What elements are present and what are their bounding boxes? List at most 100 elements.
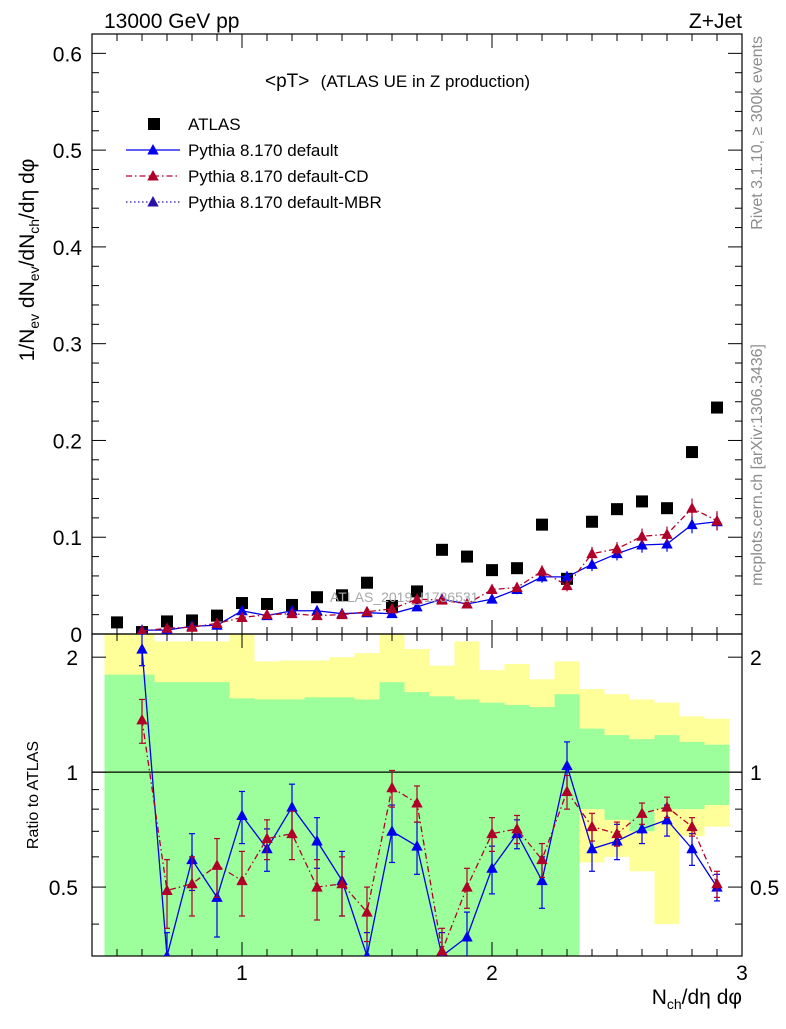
ratio-pythia-8-170-default-cd-data-point	[711, 877, 723, 889]
pythia-8-170-default-cd-data-point	[636, 530, 648, 541]
ratio-y-axis-label: Ratio to ATLAS	[25, 741, 42, 849]
pythia-8-170-default-cd-data-point	[161, 622, 173, 633]
pythia-8-170-default-cd-data-point	[461, 598, 473, 609]
ratio-pythia-8-170-default-cd-data-point	[436, 945, 448, 956]
atlas-data-point	[711, 401, 723, 414]
rivet-side-label: Rivet 3.1.10, ≥ 300k events	[749, 36, 766, 230]
atlas-data-point	[261, 598, 273, 610]
atlas-data-point	[111, 616, 123, 629]
ratio-pythia-8-170-default-data-point	[236, 809, 248, 820]
atlas-data-point	[311, 591, 323, 604]
legend-pythia-8-170-default-marker	[147, 144, 159, 155]
ratio-pythia-8-170-default-data-point	[686, 842, 698, 854]
ratio-band-stat-bin	[104, 674, 130, 956]
pythia-8-170-default-data-point	[686, 518, 698, 530]
ratio-y-tick-label-right: 2	[750, 647, 762, 670]
ratio-y-tick-label-right: 0.5	[750, 877, 779, 900]
atlas-data-point	[236, 597, 248, 610]
x-tick-label: 1	[236, 962, 248, 985]
main-y-tick-label: 0.4	[53, 237, 83, 260]
header-right-title: Z+Jet	[689, 10, 742, 33]
main-y-tick-label: 0	[70, 624, 82, 647]
pythia-8-170-default-data-point	[661, 538, 673, 549]
pythia-8-170-default-data-point	[486, 593, 498, 604]
atlas-data-point	[461, 550, 473, 563]
ratio-pythia-8-170-default-cd-data-point	[361, 906, 373, 917]
legend-atlas-label: ATLAS	[188, 115, 241, 134]
ratio-pythia-8-170-default-cd-data-point	[586, 820, 598, 832]
ratio-pythia-8-170-default-data-point	[486, 862, 498, 873]
pythia-8-170-default-cd-data-point	[311, 609, 323, 621]
pythia-8-170-default-cd-data-point	[611, 542, 623, 554]
main-y-axis-label: 1/Nev dNev/dNch/dη dφ	[16, 159, 42, 362]
ratio-band-stat-bin	[554, 694, 580, 956]
main-y-tick-label: 0.2	[53, 430, 82, 453]
pythia-8-170-default-cd-data-point	[411, 593, 423, 604]
ratio-band-stat-bin	[529, 707, 555, 956]
main-y-tick-label: 0.3	[53, 334, 82, 357]
ratio-y-tick-label: 2	[66, 647, 78, 670]
ratio-pythia-8-170-default-data-point	[163, 950, 171, 956]
ratio-pythia-8-170-default-cd-data-point	[636, 807, 648, 818]
ratio-pythia-8-170-default-cd-data-point	[261, 832, 273, 844]
mcplots-side-label: mcplots.cern.ch [arXiv:1306.3436]	[749, 344, 766, 586]
pythia-8-170-default-cd-data-point	[686, 502, 698, 513]
atlas-data-point	[586, 515, 598, 528]
x-tick-label: 3	[736, 962, 748, 985]
watermark-text: ATLAS_2019_I1736531	[330, 589, 479, 605]
ratio-pythia-8-170-default-cd-data-point	[536, 853, 548, 865]
pythia-8-170-default-data-point	[561, 570, 573, 582]
ratio-pythia-8-170-default-data-point	[636, 822, 648, 834]
atlas-data-point	[211, 609, 223, 622]
pythia-8-170-default-cd-line	[141, 507, 718, 632]
ratio-pythia-8-170-default-cd-data-point	[286, 827, 298, 839]
pythia-8-170-default-cd-data-point	[137, 625, 147, 634]
pythia-8-170-default-data-point	[236, 604, 248, 616]
pythia-8-170-default-cd-data-point	[336, 608, 348, 620]
ratio-pythia-8-170-default-cd-data-point	[311, 881, 323, 892]
ratio-pythia-8-170-default-cd-data-point	[186, 877, 198, 889]
plot-title: <pT> (ATLAS UE in Z production)	[265, 71, 530, 92]
ratio-pythia-8-170-default-cd-data-point	[136, 713, 148, 725]
ratio-pythia-8-170-default-data-point	[586, 842, 598, 854]
atlas-data-point	[161, 615, 173, 628]
main-series	[111, 401, 723, 634]
ratio-pythia-8-170-default-cd-data-point	[686, 820, 698, 832]
pythia-8-170-default-data-point	[411, 600, 423, 612]
pythia-8-170-default-cd-data-point	[386, 602, 398, 614]
pythia-8-170-default-cd-data-point	[261, 608, 273, 620]
atlas-data-point	[536, 518, 548, 531]
main-y-tick-label: 0.5	[53, 140, 82, 163]
legend-atlas-marker	[148, 118, 160, 130]
legend-pythia-8-170-default-mbr-label: Pythia 8.170 default-MBR	[188, 193, 382, 212]
ratio-pythia-8-170-default-data-point	[136, 643, 148, 654]
atlas-data-point	[686, 446, 698, 459]
ratio-band-stat-bin	[679, 741, 705, 810]
ratio-pythia-8-170-default-cd-data-point	[611, 827, 623, 839]
atlas-data-point	[436, 543, 448, 556]
pythia-8-170-default-data-point	[586, 558, 598, 569]
pythia-8-170-default-cd-data-point	[436, 594, 448, 605]
pythia-8-170-default-cd-data-point	[286, 607, 298, 619]
atlas-data-point	[511, 562, 523, 575]
pythia-8-170-default-cd-data-point	[711, 514, 723, 526]
pythia-8-170-default-cd-data-point	[536, 565, 548, 576]
ratio-band-stat-bin	[579, 728, 605, 810]
ratio-pythia-8-170-default-cd-data-point	[661, 801, 673, 812]
atlas-data-point	[636, 495, 648, 508]
ratio-pythia-8-170-default-data-point	[661, 813, 673, 825]
ratio-pythia-8-170-default-cd-data-point	[561, 785, 573, 796]
ratio-pythia-8-170-default-cd-data-point	[161, 884, 173, 895]
ratio-pythia-8-170-default-data-point	[363, 950, 371, 956]
ratio-band-stat-bin	[329, 697, 355, 956]
ratio-pythia-8-170-default-data-point	[536, 874, 548, 886]
pythia-8-170-default-line	[142, 521, 718, 631]
pythia-8-170-default-cd-data-point	[511, 581, 523, 593]
atlas-data-point	[336, 589, 348, 602]
ratio-y-tick-label: 0.5	[49, 877, 78, 900]
pythia-8-170-default-cd-data-point	[361, 605, 373, 617]
ratio-pythia-8-170-default-cd-data-point	[236, 874, 248, 886]
atlas-data-point	[661, 502, 673, 515]
axis-tick-labels: 1 2 3 0 0.1 0.2 0.3 0.4 0.5 0.6 0.5 0.5 1 1 2 2	[49, 43, 779, 985]
